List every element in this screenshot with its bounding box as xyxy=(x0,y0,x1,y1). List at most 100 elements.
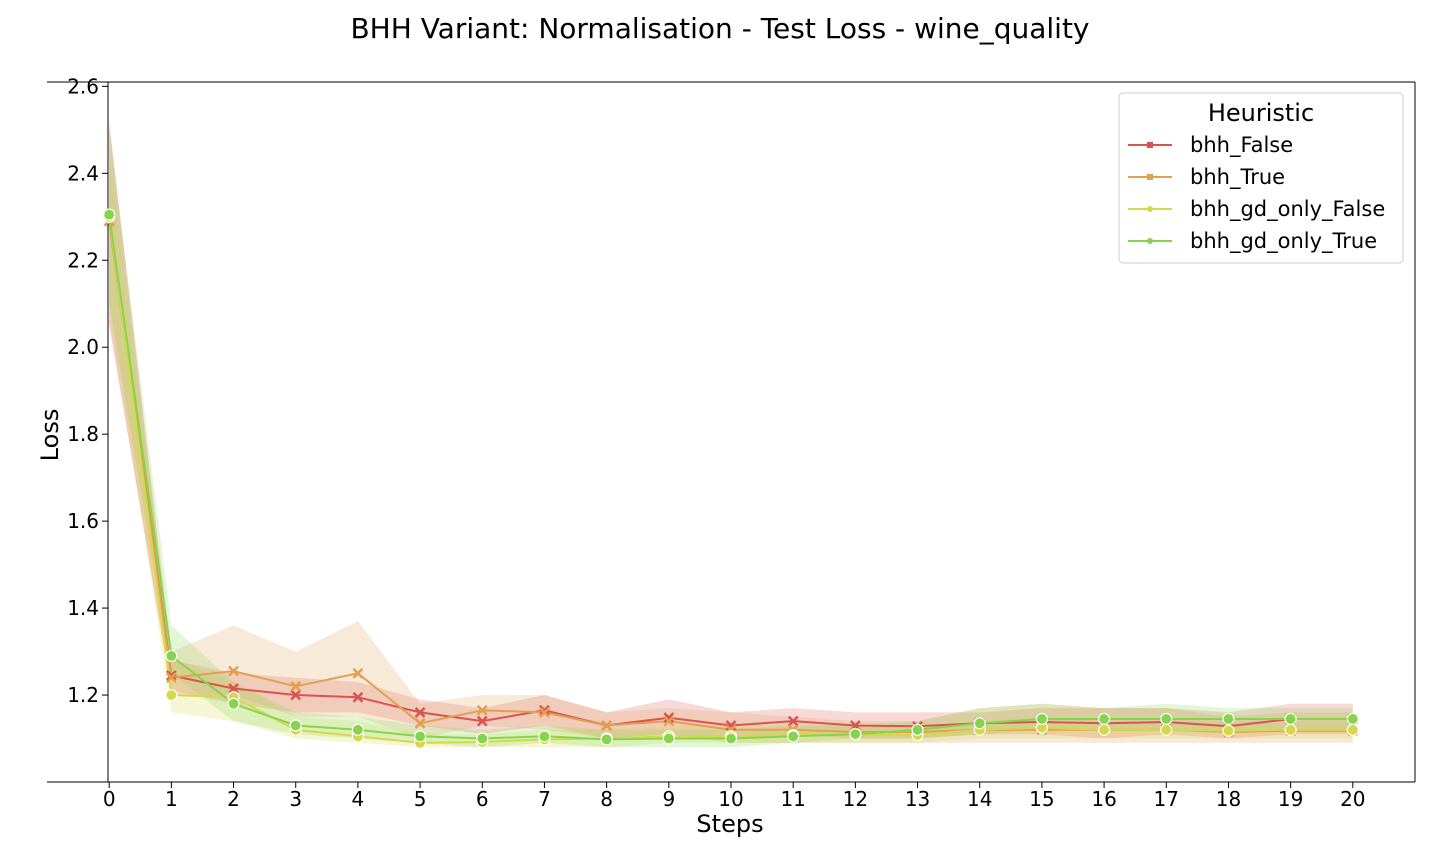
band-bhh_True xyxy=(109,125,1353,743)
legend-item-bhh_True: bhh_True xyxy=(1128,165,1285,190)
point-bhh_False-6 xyxy=(476,715,488,727)
x-tick-label: 15 xyxy=(1029,787,1054,811)
point-bhh_gd_only_False-20 xyxy=(1346,723,1359,736)
point-bhh_gd_only_True-19 xyxy=(1284,712,1297,726)
legend-item-bhh_False: bhh_False xyxy=(1128,133,1293,158)
x-axis-ticks: 0 1 2 3 4 5 6 7 8 9 10 11 12 13 14 15 16 17 18 19 20 xyxy=(103,782,1366,811)
x-axis-label: Steps xyxy=(696,810,763,838)
legend-box xyxy=(1118,92,1404,264)
point-bhh_gd_only_False-19 xyxy=(1284,723,1297,736)
x-tick-label: 5 xyxy=(414,787,427,811)
point-bhh_gd_only_True-8 xyxy=(600,733,613,746)
point-bhh_gd_only_True-7 xyxy=(538,730,551,743)
point-bhh_gd_only_True-13 xyxy=(911,723,924,736)
legend-label: bhh_gd_only_True xyxy=(1190,229,1377,254)
point-bhh_True-3 xyxy=(290,680,302,692)
x-tick-label: 12 xyxy=(843,787,868,811)
point-bhh_gd_only_True-11 xyxy=(787,730,800,743)
y-tick-label: 2.6 xyxy=(67,74,99,98)
point-bhh_False-2 xyxy=(228,683,239,694)
y-tick-label: 1.8 xyxy=(67,422,99,446)
line-bhh_False xyxy=(108,220,1353,728)
point-bhh_gd_only_True-17 xyxy=(1160,712,1173,726)
point-bhh_gd_only_True-3 xyxy=(289,719,302,732)
x-tick-label: 9 xyxy=(662,787,675,811)
x-tick-label: 20 xyxy=(1340,787,1365,811)
series-markers xyxy=(103,208,1359,749)
point-bhh_gd_only_True-4 xyxy=(351,723,365,736)
point-bhh_True-1 xyxy=(165,672,177,684)
point-bhh_True-4 xyxy=(352,667,364,679)
point-bhh_True-9 xyxy=(663,715,675,727)
point-bhh_False-1 xyxy=(165,670,177,681)
y-tick-label: 2.4 xyxy=(67,161,99,185)
point-bhh_gd_only_False-17 xyxy=(1160,723,1173,736)
legend-marker xyxy=(1147,142,1153,148)
point-bhh_True-5 xyxy=(414,717,426,729)
x-tick-label: 19 xyxy=(1278,787,1303,811)
point-bhh_gd_only_True-18 xyxy=(1222,712,1235,726)
point-bhh_False-7 xyxy=(539,704,550,716)
y-tick-label: 1.6 xyxy=(67,509,99,533)
point-bhh_True-2 xyxy=(228,665,239,677)
point-bhh_False-3 xyxy=(290,689,302,701)
x-tick-label: 6 xyxy=(476,787,489,811)
point-bhh_gd_only_True-20 xyxy=(1346,712,1359,726)
point-bhh_False-4 xyxy=(352,691,364,703)
legend-marker xyxy=(1147,174,1153,180)
point-bhh_True-7 xyxy=(539,707,550,718)
point-bhh_False-5 xyxy=(414,707,426,718)
x-tick-label: 4 xyxy=(352,787,365,811)
y-tick-label: 1.2 xyxy=(67,683,99,707)
point-bhh_gd_only_True-15 xyxy=(1035,712,1049,726)
x-tick-label: 7 xyxy=(538,787,551,811)
legend-items: bhh_False bhh_True bhh_gd_only_False bhh_gd… xyxy=(1128,133,1385,254)
x-tick-label: 18 xyxy=(1216,787,1241,811)
band-bhh_gd_only_True xyxy=(109,129,1353,748)
band-bhh_False xyxy=(109,121,1353,739)
legend-title: Heuristic xyxy=(1208,99,1314,127)
point-bhh_gd_only_True-12 xyxy=(849,728,862,741)
y-axis-label: Loss xyxy=(36,409,64,462)
point-bhh_gd_only_True-0 xyxy=(103,208,116,221)
x-tick-label: 13 xyxy=(905,787,930,811)
x-tick-label: 11 xyxy=(780,787,805,811)
x-tick-label: 8 xyxy=(600,787,613,811)
legend-label: bhh_gd_only_False xyxy=(1190,197,1385,222)
x-tick-label: 1 xyxy=(165,787,178,811)
legend-label: bhh_False xyxy=(1190,133,1293,158)
point-bhh_gd_only_True-1 xyxy=(165,649,178,663)
y-axis-ticks: 1.2 1.4 1.6 1.8 2.0 2.2 2.4 2.6 xyxy=(67,74,108,707)
x-tick-label: 14 xyxy=(967,787,992,811)
point-bhh_gd_only_True-16 xyxy=(1097,712,1111,726)
x-tick-label: 0 xyxy=(103,787,116,811)
point-bhh_gd_only_False-1 xyxy=(165,688,178,702)
legend: Heuristic bhh_False bhh_True bhh_gd_only_F… xyxy=(1118,92,1404,264)
point-bhh_gd_only_True-6 xyxy=(476,732,489,745)
x-tick-label: 17 xyxy=(1154,787,1179,811)
chart-title: BHH Variant: Normalisation - Test Loss -… xyxy=(350,12,1089,45)
point-bhh_gd_only_False-18 xyxy=(1222,724,1235,737)
y-tick-label: 2.2 xyxy=(67,248,99,272)
point-bhh_gd_only_True-9 xyxy=(662,732,675,745)
legend-item-bhh_gd_only_True: bhh_gd_only_True xyxy=(1128,229,1377,254)
y-tick-label: 2.0 xyxy=(67,335,99,359)
point-bhh_False-9 xyxy=(663,712,675,724)
point-bhh_gd_only_True-5 xyxy=(413,730,427,743)
x-tick-label: 3 xyxy=(289,787,302,811)
legend-label: bhh_True xyxy=(1190,165,1285,190)
x-tick-label: 2 xyxy=(227,787,240,811)
x-tick-label: 10 xyxy=(718,787,743,811)
legend-item-bhh_gd_only_False: bhh_gd_only_False xyxy=(1128,197,1385,222)
x-tick-label: 16 xyxy=(1091,787,1116,811)
point-bhh_True-8 xyxy=(601,720,613,731)
point-bhh_gd_only_True-2 xyxy=(227,697,240,710)
point-bhh_gd_only_True-14 xyxy=(973,717,986,730)
y-tick-label: 1.4 xyxy=(67,596,99,620)
legend-marker xyxy=(1147,238,1153,244)
point-bhh_gd_only_True-10 xyxy=(724,732,738,745)
point-bhh_False-11 xyxy=(787,715,799,727)
point-bhh_True-6 xyxy=(476,704,488,716)
legend-marker xyxy=(1147,206,1153,212)
